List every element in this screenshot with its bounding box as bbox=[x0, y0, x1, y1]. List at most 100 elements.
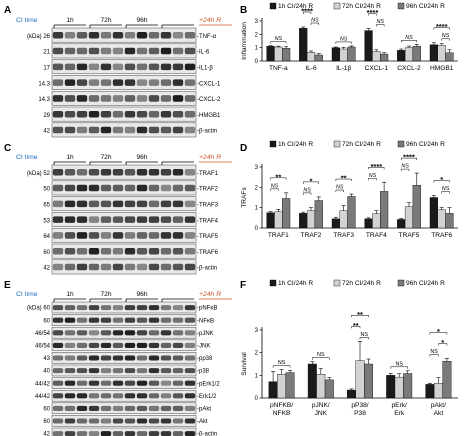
significance-ns: NS bbox=[311, 18, 319, 24]
y-tick-label: 3 bbox=[255, 165, 259, 171]
blot-band bbox=[76, 79, 88, 86]
significance-bracket bbox=[272, 365, 291, 368]
blot-band bbox=[136, 216, 148, 223]
kda-label: 46/54 bbox=[35, 344, 51, 350]
blot-band bbox=[64, 263, 76, 271]
bar bbox=[331, 47, 340, 62]
protein-label: -TNF-α bbox=[197, 34, 217, 40]
blot-band bbox=[184, 184, 196, 192]
blot-band bbox=[76, 405, 88, 411]
legend-entry: 72h CI/24h R bbox=[342, 280, 381, 287]
blot-band bbox=[76, 95, 88, 102]
blot-band bbox=[160, 47, 172, 55]
blot-band bbox=[160, 405, 172, 411]
bar bbox=[314, 200, 323, 229]
blot-band bbox=[100, 317, 112, 323]
blot-band bbox=[184, 168, 196, 176]
blot-band bbox=[172, 216, 184, 223]
blot-band bbox=[160, 393, 172, 399]
blot-band bbox=[172, 263, 184, 271]
x-tick-label: pJNK/ bbox=[312, 402, 330, 409]
blot-band bbox=[52, 79, 64, 86]
blot-band bbox=[64, 63, 76, 71]
blot-band bbox=[88, 317, 100, 323]
blot-strip bbox=[51, 164, 197, 180]
y-tick-label: 2 bbox=[255, 185, 259, 191]
blot-band bbox=[112, 263, 124, 271]
blot-band bbox=[148, 368, 160, 374]
blot-band bbox=[148, 31, 160, 39]
recovery-label: +24h R bbox=[199, 154, 221, 161]
blot-band bbox=[136, 418, 148, 424]
bar bbox=[364, 363, 373, 399]
x-tick-label: CXCL-2 bbox=[397, 65, 421, 72]
blot-band bbox=[64, 330, 76, 336]
bar bbox=[277, 374, 287, 399]
kda-label: 53 bbox=[43, 218, 50, 224]
significance-bracket bbox=[335, 41, 352, 44]
blot-band bbox=[100, 431, 112, 436]
blot-band bbox=[160, 79, 172, 86]
blot-band bbox=[76, 330, 88, 336]
significance-ns: NS bbox=[361, 332, 369, 338]
blot-band bbox=[148, 317, 160, 323]
blot-band bbox=[52, 232, 64, 239]
blot-band bbox=[160, 31, 172, 39]
blot-strip bbox=[51, 243, 197, 259]
blot-band bbox=[88, 418, 100, 424]
kda-label: 64 bbox=[43, 234, 50, 240]
blot-band bbox=[160, 368, 172, 374]
significance-stars: ** bbox=[275, 172, 281, 181]
timepoint-label: 72h bbox=[100, 291, 111, 298]
bar bbox=[437, 209, 446, 229]
blot-band bbox=[88, 216, 100, 223]
blot-band bbox=[64, 380, 76, 386]
blot-band bbox=[160, 232, 172, 239]
y-axis-label: Survival bbox=[241, 352, 248, 376]
blot-band bbox=[52, 216, 64, 223]
blot-band bbox=[124, 79, 136, 86]
blot-band bbox=[172, 355, 184, 361]
blot-band bbox=[124, 355, 136, 361]
bar bbox=[347, 389, 356, 399]
bar bbox=[266, 46, 275, 62]
bar bbox=[372, 213, 381, 229]
blot-band bbox=[184, 95, 196, 102]
x-tick-label: Erk bbox=[394, 410, 405, 417]
kda-label: 21 bbox=[43, 50, 50, 56]
blot-band bbox=[160, 380, 172, 386]
protein-label: -pErk1/2 bbox=[197, 381, 220, 387]
significance-ns: NS bbox=[395, 361, 403, 367]
significance-stars: ** bbox=[353, 321, 359, 330]
x-tick-label: IL-1β bbox=[336, 65, 351, 72]
blot-band bbox=[172, 47, 184, 55]
significance-stars: **** bbox=[370, 162, 382, 171]
blot-band bbox=[88, 95, 100, 102]
blot-band bbox=[148, 126, 160, 134]
blot-band bbox=[124, 305, 136, 311]
blot-band bbox=[52, 168, 64, 176]
blot-band bbox=[184, 247, 196, 255]
bar bbox=[364, 30, 373, 62]
blot-band bbox=[76, 184, 88, 192]
blot-band bbox=[160, 95, 172, 102]
kda-label: (kDa) 26 bbox=[27, 34, 51, 40]
kda-label: 65 bbox=[43, 203, 50, 209]
blot-band bbox=[172, 95, 184, 102]
significance-bracket bbox=[335, 189, 344, 193]
blot-band bbox=[76, 355, 88, 361]
blot-band bbox=[112, 200, 124, 208]
blot-strip bbox=[51, 415, 197, 427]
blot-band bbox=[52, 184, 64, 192]
blot-band bbox=[184, 368, 196, 374]
significance-ns: NS bbox=[303, 187, 311, 193]
panel-label-f: F bbox=[240, 280, 246, 291]
significance-bracket bbox=[302, 181, 320, 184]
legend-entry: 1h CI/24h R bbox=[278, 280, 313, 287]
blot-band bbox=[76, 216, 88, 223]
protein-label: -TRAF3 bbox=[197, 203, 219, 209]
blot-strip bbox=[51, 227, 197, 243]
bar bbox=[307, 363, 317, 399]
blot-band bbox=[148, 200, 160, 208]
blot-band bbox=[148, 232, 160, 239]
